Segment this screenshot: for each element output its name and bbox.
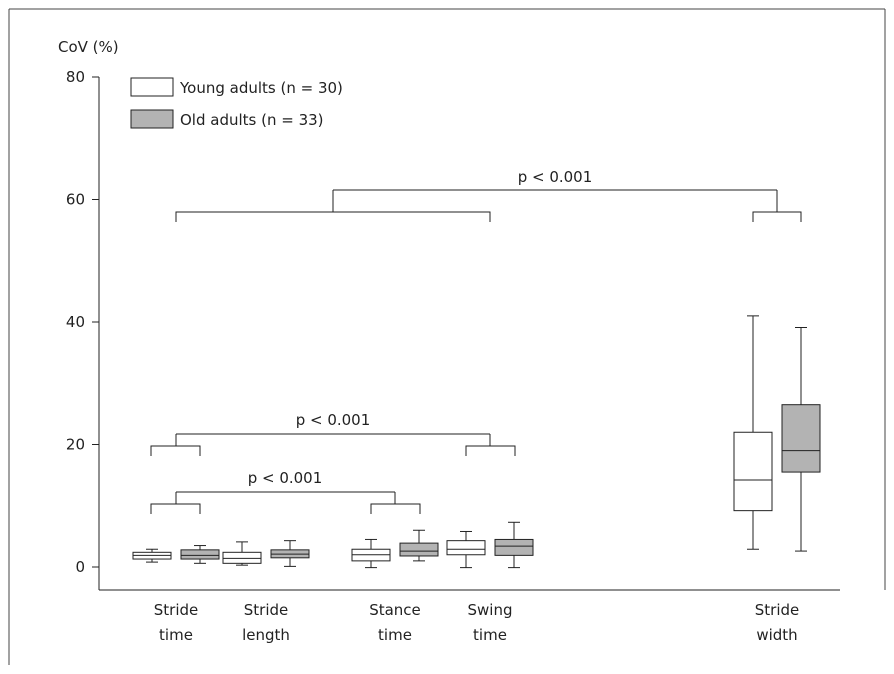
p-value-label-0: p < 0.001 <box>518 168 593 186</box>
boxplot-young <box>222 541 262 566</box>
y-tick-label: 20 <box>66 436 85 454</box>
p-value-label-2: p < 0.001 <box>248 469 323 487</box>
boxplot-young <box>132 548 172 563</box>
bracket-right-2 <box>370 492 421 514</box>
y-axis-label: CoV (%) <box>58 38 119 56</box>
significance-brackets: p < 0.001 p < 0.001 p < 0.001 <box>150 168 802 514</box>
axes: 0 20 40 60 80 <box>66 68 840 591</box>
legend-label-old: Old adults (n = 33) <box>180 111 324 129</box>
boxplot-young <box>733 315 773 550</box>
box-iqr <box>494 538 534 556</box>
boxplot-old <box>180 545 220 564</box>
box-iqr <box>399 542 439 557</box>
boxplot-young <box>351 538 391 569</box>
x-tick-label: Stride <box>154 601 199 619</box>
legend-swatch-young <box>130 77 174 97</box>
legend-label-young: Young adults (n = 30) <box>179 79 343 97</box>
box-iqr <box>781 404 821 473</box>
y-tick-label: 0 <box>75 558 85 576</box>
frame <box>8 8 886 665</box>
y-tick-label: 60 <box>66 191 85 209</box>
box-iqr <box>180 549 220 560</box>
x-tick-label: Swing <box>468 601 513 619</box>
p-value-label-1: p < 0.001 <box>296 411 371 429</box>
x-tick-label: Stride <box>244 601 289 619</box>
bracket-left-2 <box>150 492 201 514</box>
box-iqr <box>446 540 486 556</box>
x-tick-label: time <box>378 626 412 644</box>
bracket-left-1 <box>150 434 201 456</box>
x-tick-label: width <box>756 626 797 644</box>
x-tick-label: time <box>159 626 193 644</box>
boxplot-old <box>781 327 821 552</box>
x-tick-label: Stride <box>755 601 800 619</box>
y-ticks: 0 20 40 60 80 <box>66 68 99 576</box>
x-tick-label: Stance <box>369 601 421 619</box>
bracket-right-1 <box>465 434 516 456</box>
x-tick-label: time <box>473 626 507 644</box>
x-tick-label: length <box>242 626 290 644</box>
y-tick-label: 80 <box>66 68 85 86</box>
boxplot-young <box>446 530 486 569</box>
legend: Young adults (n = 30) Old adults (n = 33… <box>130 77 343 129</box>
boxplot-old <box>494 521 534 569</box>
legend-swatch-old <box>130 109 174 129</box>
x-tick-labels: Stride time Stride length Stance time Swing tim… <box>154 601 800 644</box>
boxplot-old <box>399 529 439 562</box>
bracket-left-0 <box>175 190 491 222</box>
boxes <box>132 315 821 569</box>
box-iqr <box>733 431 773 512</box>
boxplot-old <box>270 540 310 567</box>
bracket-right-0 <box>752 190 802 222</box>
box-iqr <box>222 551 262 564</box>
y-tick-label: 40 <box>66 313 85 331</box>
